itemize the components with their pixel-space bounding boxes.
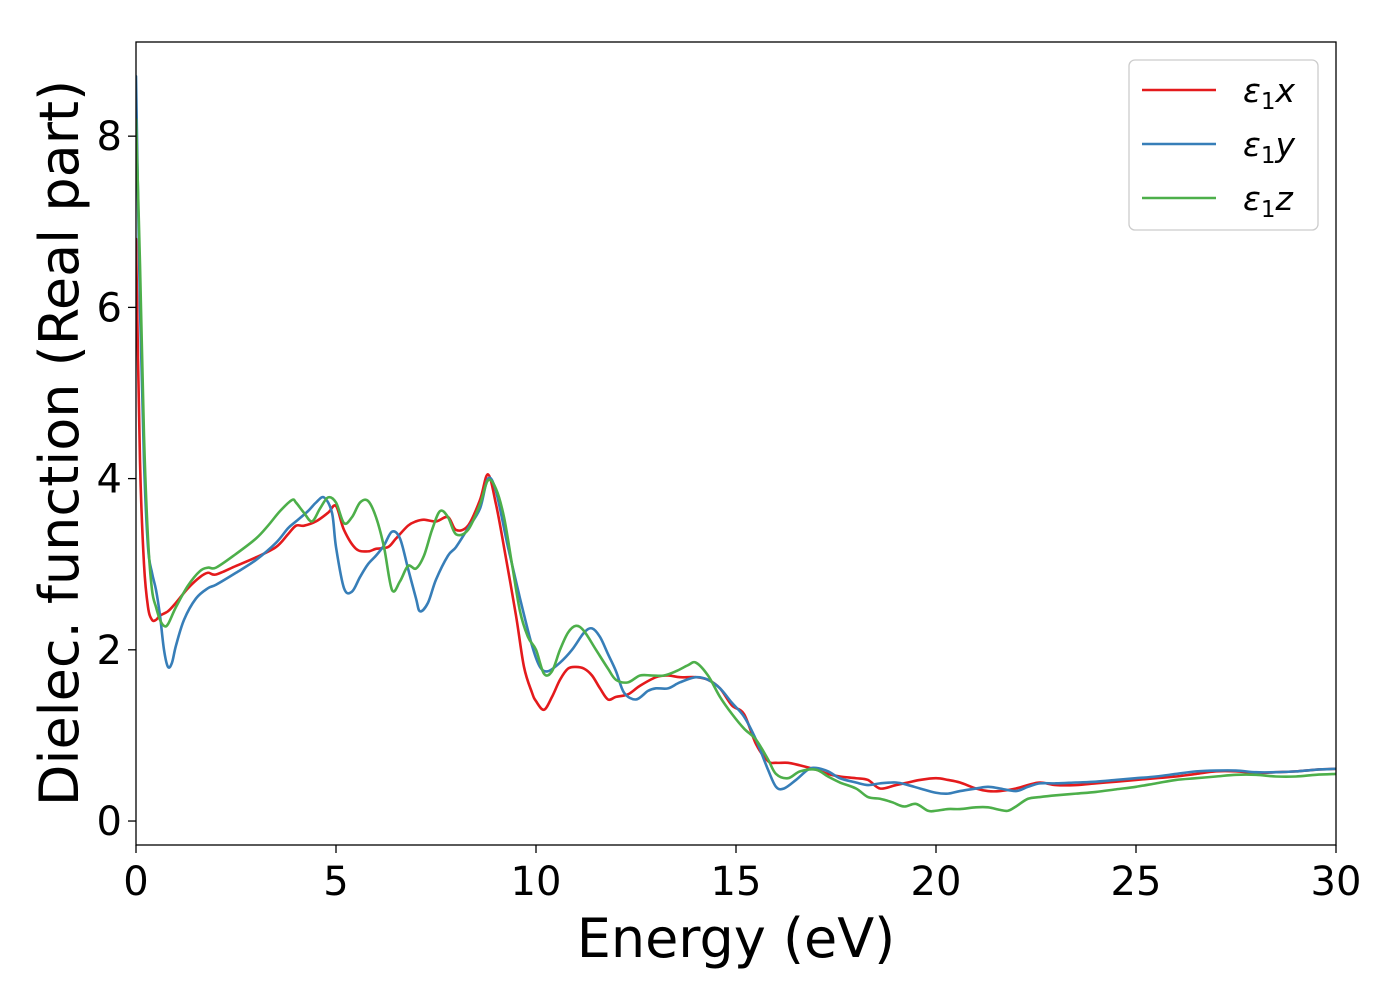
- y-tick-label: 2: [97, 628, 122, 674]
- x-tick-label: 5: [323, 859, 348, 905]
- series-line-y: [136, 74, 1336, 796]
- x-tick-label: 10: [511, 859, 562, 905]
- series-layer: [136, 74, 1336, 813]
- legend-box: [1128, 59, 1319, 231]
- series-line-z: [136, 117, 1336, 813]
- x-tick-label: 15: [711, 859, 762, 905]
- y-tick-label: 8: [97, 114, 122, 160]
- x-tick-label: 20: [911, 859, 962, 905]
- x-tick-label: 25: [1111, 859, 1162, 905]
- x-axis-label: Energy (eV): [577, 907, 896, 970]
- legend-label-x: ε1x: [1243, 71, 1295, 115]
- x-tick-label: 0: [123, 859, 148, 905]
- series-line-x: [136, 237, 1336, 793]
- y-tick-label: 4: [97, 457, 122, 503]
- y-tick-label: 6: [97, 285, 122, 331]
- legend-label-z: ε1z: [1243, 179, 1293, 223]
- legend: ε1x ε1y ε1z: [1128, 59, 1319, 231]
- y-tick-label: 0: [97, 799, 122, 845]
- x-tick-label: 30: [1311, 859, 1362, 905]
- legend-label-y: ε1y: [1243, 125, 1295, 169]
- y-axis-label: Dielec. function (Real part): [28, 80, 91, 806]
- ticks-layer: 0 5 10 15 20 25 30 0 2 4 6 8: [97, 114, 1362, 905]
